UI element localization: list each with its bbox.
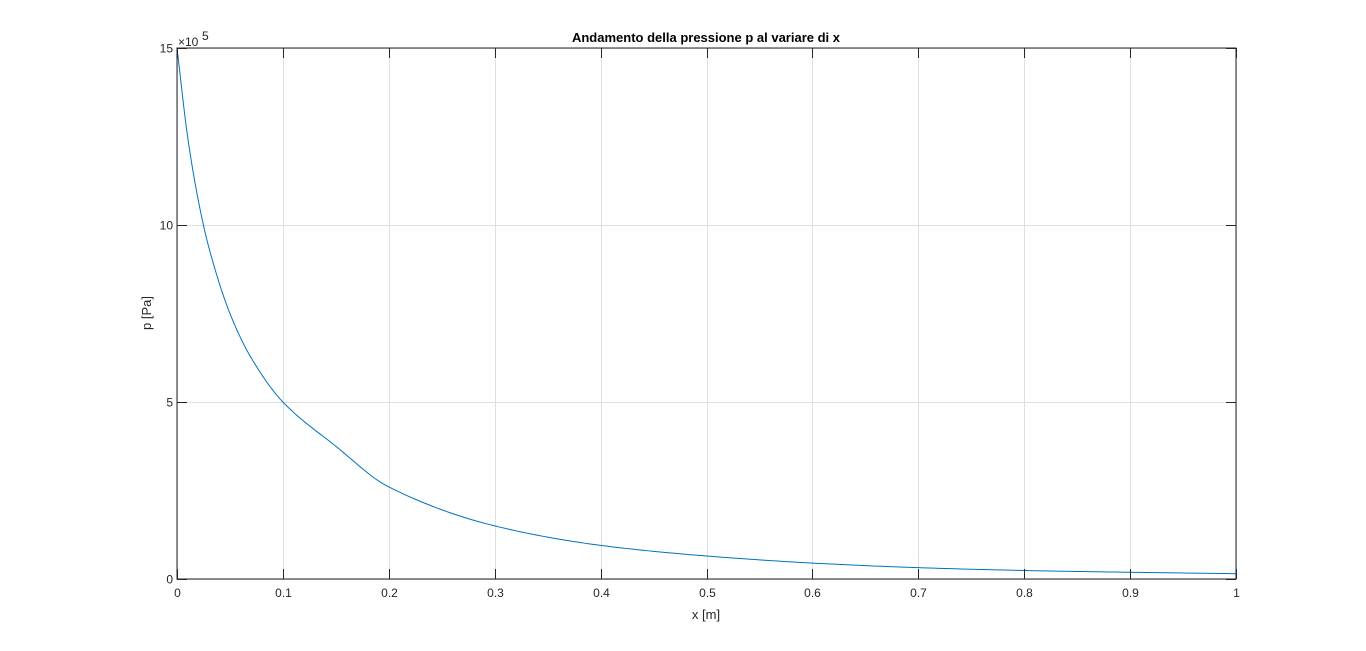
x-tick-label: 0.6 (804, 586, 821, 600)
pressure-series-line (176, 47, 1237, 575)
x-tick-label: 0.3 (487, 586, 504, 600)
y-tick-labels: 0 5 10 15 (160, 42, 174, 587)
x-tick-label: 1 (1233, 586, 1240, 600)
axes-background (177, 48, 1236, 579)
x-tick-label: 0.4 (593, 586, 610, 600)
x-tick-label: 0.5 (699, 586, 716, 600)
x-tick-label: 0.7 (910, 586, 927, 600)
x-tick-label: 0.8 (1016, 586, 1033, 600)
y-axis-label: p [Pa] (139, 296, 154, 330)
chart-title: Andamento della pressione p al variare d… (572, 30, 841, 45)
x-axis-label: x [m] (692, 607, 720, 622)
x-tick-label: 0.1 (275, 586, 292, 600)
x-tick-labels: 0 0.1 0.2 0.3 0.4 0.5 0.6 0.7 0.8 0.9 1 (174, 586, 1240, 600)
y-exponent-power: 5 (202, 29, 209, 43)
y-tick-label: 0 (166, 573, 173, 587)
x-tick-label: 0.2 (381, 586, 398, 600)
y-exponent-label: ×10 5 (178, 29, 209, 49)
y-tick-label: 5 (166, 396, 173, 410)
x-tick-label: 0.9 (1122, 586, 1139, 600)
tick-marks (177, 48, 1237, 580)
y-tick-label: 15 (160, 42, 174, 56)
y-tick-label: 10 (160, 219, 174, 233)
x-tick-label: 0 (174, 586, 181, 600)
axes-box (176, 47, 1237, 580)
plot-series (176, 47, 1237, 575)
y-exponent-base: ×10 (178, 35, 199, 49)
